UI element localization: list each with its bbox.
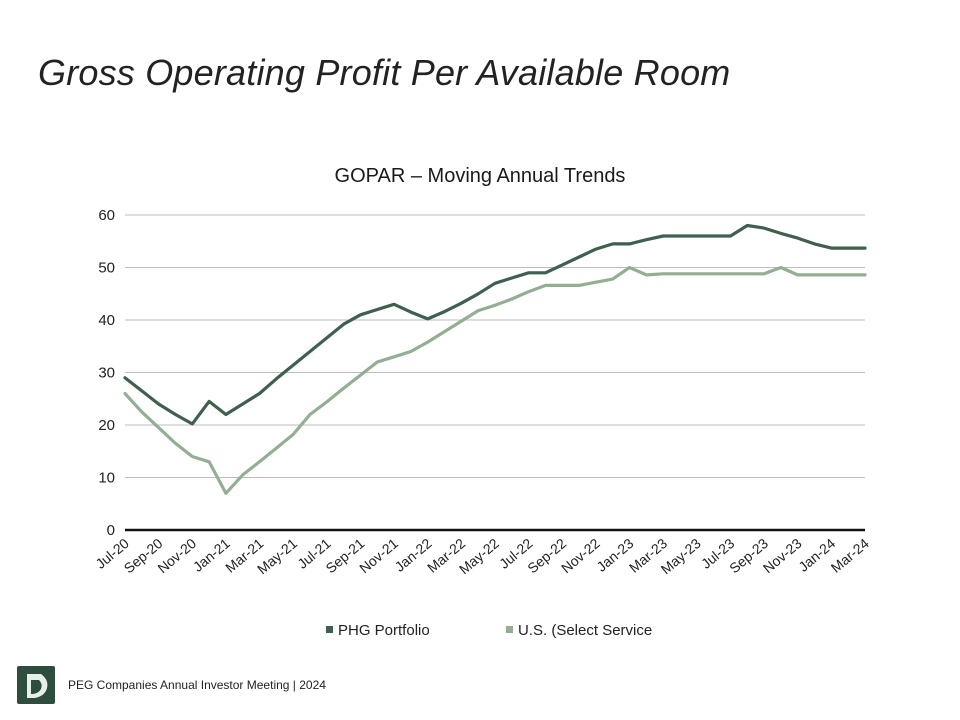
y-tick-label: 10: [98, 470, 115, 487]
x-tick-label: Nov-22: [558, 535, 603, 576]
legend-label: U.S. (Select Service: [518, 622, 652, 639]
legend-swatch: [326, 626, 333, 633]
y-tick-label: 40: [98, 312, 115, 329]
y-tick-label: 50: [98, 260, 115, 277]
chart-title: GOPAR – Moving Annual Trends: [335, 165, 626, 187]
slide-title: Gross Operating Profit Per Available Roo…: [38, 52, 731, 93]
leaf-logo-icon: [27, 674, 48, 698]
y-tick-label: 60: [98, 207, 115, 224]
x-tick-label: Nov-21: [356, 535, 401, 576]
x-tick-label: Mar-24: [828, 535, 872, 576]
y-tick-label: 0: [107, 522, 115, 539]
legend-label: PHG Portfolio: [338, 622, 430, 639]
gopar-line-chart: GOPAR – Moving Annual Trends 0 10 20 30 40 50…: [92, 165, 872, 639]
series-line-phg-portfolio: [123, 223, 867, 426]
peg-logo: [17, 666, 55, 704]
y-tick-label: 20: [98, 417, 115, 434]
x-tick-label: Nov-20: [154, 535, 199, 576]
x-tick-label: Nov-23: [760, 535, 805, 576]
y-tick-label: 30: [98, 365, 115, 382]
legend-swatch: [506, 626, 513, 633]
footer-text: PEG Companies Annual Investor Meeting | …: [68, 678, 326, 692]
series-line-us-select-service: [123, 265, 867, 495]
